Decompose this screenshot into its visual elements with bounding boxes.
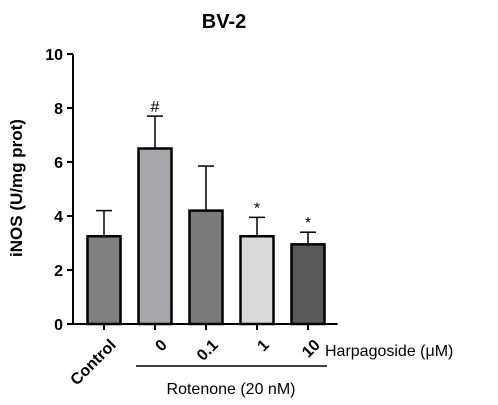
x-tick-label: 1 [254, 337, 272, 355]
significance-marker: * [305, 215, 311, 232]
y-tick-label: 4 [54, 209, 63, 226]
bar [188, 209, 224, 326]
y-axis: 0 2 4 6 8 10 [45, 47, 74, 334]
y-tick-label: 10 [45, 47, 63, 64]
x-tick-label: 0.1 [194, 337, 222, 365]
treatment-label: Harpagoside (μM) [325, 343, 453, 360]
bar [239, 235, 275, 326]
bars: # * * [86, 99, 326, 326]
significance-marker: * [254, 200, 260, 217]
chart-title: BV-2 [202, 11, 246, 33]
bar [137, 147, 173, 326]
significance-marker: # [151, 99, 160, 116]
bar [86, 235, 122, 326]
y-tick-label: 6 [54, 155, 63, 172]
y-tick-label: 8 [54, 101, 63, 118]
y-tick-label: 2 [54, 263, 63, 280]
x-tick-label: 0 [152, 337, 170, 355]
bar [290, 243, 326, 326]
x-tick-label: 10 [299, 337, 324, 362]
x-tick-label: Control [68, 337, 120, 389]
y-tick-label: 0 [54, 317, 63, 334]
x-axis-ticks: Control 0 0.1 1 10 [68, 323, 338, 389]
y-axis-label: iNOS (U/mg prot) [7, 119, 26, 257]
group-label: Rotenone (20 nM) [167, 381, 296, 398]
